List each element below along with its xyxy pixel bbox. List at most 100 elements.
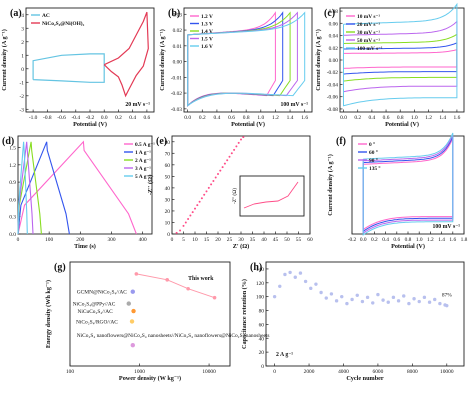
retention-point: [360, 299, 365, 304]
y-tick-label-d: 0.6: [9, 197, 16, 203]
retention-point: [402, 294, 406, 298]
x-tick-label-f: -0.2: [348, 237, 357, 243]
x-tick-label-h: 2000: [304, 369, 315, 375]
panel-label-a: (a): [10, 8, 22, 19]
retention-point: [334, 299, 339, 303]
x-axis-label-a: Potential (V): [73, 121, 107, 128]
y-tick-label-c: 0.02: [329, 46, 339, 52]
panel-label-c: (c): [324, 8, 335, 19]
x-tick-label-g: 10000: [202, 369, 216, 375]
ragone-point: [129, 319, 135, 324]
axes-frame-e: [171, 135, 311, 235]
x-tick-label-e: 30: [238, 237, 244, 243]
retention-end-label: 87%: [442, 293, 452, 299]
x-tick-label-a: 0.4: [129, 115, 136, 121]
retention-point: [272, 294, 277, 299]
nyquist-point: [233, 148, 236, 151]
x-axis-label-d: Time (s): [74, 243, 96, 250]
nyquist-point: [242, 136, 245, 139]
nyquist-point: [182, 224, 185, 227]
x-tick-label-a: 0.0: [101, 115, 108, 121]
nyquist-point: [221, 166, 224, 169]
legend-label-c: 30 mV s⁻¹: [357, 30, 380, 36]
x-tick-label-c: 0.2: [354, 115, 361, 121]
nyquist-point: [219, 169, 222, 172]
y-tick-label-h: 80: [259, 309, 265, 315]
x-tick-label-f: 0.4: [382, 237, 389, 243]
x-tick-label-c: 1.6: [454, 115, 461, 121]
retention-point: [422, 295, 427, 300]
x-tick-label-e: 5: [182, 237, 185, 243]
x-tick-label-e: 10: [192, 237, 198, 243]
y-tick-label-h: 100: [256, 295, 264, 301]
ragone-point-label: NiCo₂S₄ nanoflowers@NiCo₂S₄ nanosheets//…: [77, 332, 270, 339]
x-tick-label-e: 25: [227, 237, 233, 243]
nyquist-point: [237, 141, 240, 144]
y-tick-label-e: 60: [165, 163, 171, 169]
x-tick-label-c: 0.0: [340, 115, 347, 121]
y-tick-label-d: 0.3: [9, 215, 16, 221]
ragone-point: [126, 301, 131, 306]
x-axis-label-g: Power density (W kg⁻¹): [119, 375, 181, 382]
x-tick-label-c: 1.4: [439, 115, 446, 121]
y-tick-label-a: 3: [21, 26, 24, 32]
x-tick-label-a: -0.2: [86, 115, 95, 121]
gcd-curve-d: [17, 140, 137, 235]
y-tick-label-c: -0.06: [327, 95, 339, 101]
cv-curve-a: [103, 11, 149, 98]
y-tick-label-h: 40: [259, 336, 265, 342]
y-tick-label-b: -0.02: [171, 91, 183, 97]
x-tick-label-e: 45: [273, 237, 279, 243]
x-tick-label-b: 0.8: [243, 115, 250, 121]
x-tick-label-f: 1.8: [461, 237, 468, 243]
panel-label-d: (d): [2, 136, 14, 147]
panel-label-e: (e): [156, 136, 167, 147]
ragone-point-label: NiCuCo₂S₄//AC: [78, 309, 114, 315]
x-tick-label-e: 0: [171, 237, 174, 243]
retention-point: [376, 292, 380, 297]
retention-point: [329, 292, 334, 296]
y-tick-label-c: -0.04: [327, 82, 339, 88]
legend-label-c: 100 mV s⁻¹: [357, 46, 383, 52]
retention-point: [433, 297, 437, 302]
y-tick-label-b: 0.01: [173, 44, 183, 50]
x-tick-label-a: -0.4: [72, 115, 81, 121]
retention-point: [396, 299, 401, 303]
retention-point: [407, 301, 411, 306]
y-tick-label-b: 0.02: [173, 28, 183, 34]
y-tick-label-a: -3: [20, 107, 25, 113]
nyquist-point: [203, 193, 206, 196]
x-axis-label-c: Potential (V): [385, 121, 419, 128]
legend-label-b: 1.6 V: [201, 44, 213, 50]
x-tick-label-g: 100: [66, 369, 74, 375]
ragone-point: [130, 343, 135, 348]
x-tick-label-d: 0: [17, 237, 20, 243]
y-tick-label-c: -0.08: [327, 107, 339, 113]
x-tick-label-b: 1.0: [257, 115, 264, 121]
ragone-point: [131, 308, 136, 314]
x-tick-label-f: 0.2: [371, 237, 378, 243]
this-work-point: [165, 278, 170, 282]
y-axis-label-e: -Z'' (Ω): [147, 175, 154, 195]
x-tick-label-e: 50: [284, 237, 290, 243]
y-tick-label-h: 60: [259, 322, 265, 328]
x-tick-label-c: 0.6: [383, 115, 390, 121]
cv-curve-f: [362, 132, 454, 236]
legend-label-a: AC: [42, 13, 50, 19]
y-tick-label-a: -1: [20, 80, 25, 86]
x-tick-label-h: 8000: [407, 369, 418, 375]
nyquist-point: [214, 176, 217, 179]
nyquist-point: [210, 183, 213, 186]
y-tick-label-d: 0.0: [9, 232, 16, 238]
y-tick-label-h: 140: [256, 267, 264, 273]
x-tick-label-e: 35: [250, 237, 256, 243]
retention-point: [445, 303, 449, 308]
nyquist-point: [205, 190, 208, 193]
nyquist-point: [191, 211, 194, 214]
nyquist-point: [189, 214, 192, 217]
y-axis-label-c: Current density (A g⁻¹): [315, 29, 322, 91]
cv-curve-a: [32, 53, 105, 83]
panel-label-g: (g): [54, 262, 66, 273]
retention-point: [293, 275, 297, 279]
x-tick-label-a: 0.2: [115, 115, 122, 121]
